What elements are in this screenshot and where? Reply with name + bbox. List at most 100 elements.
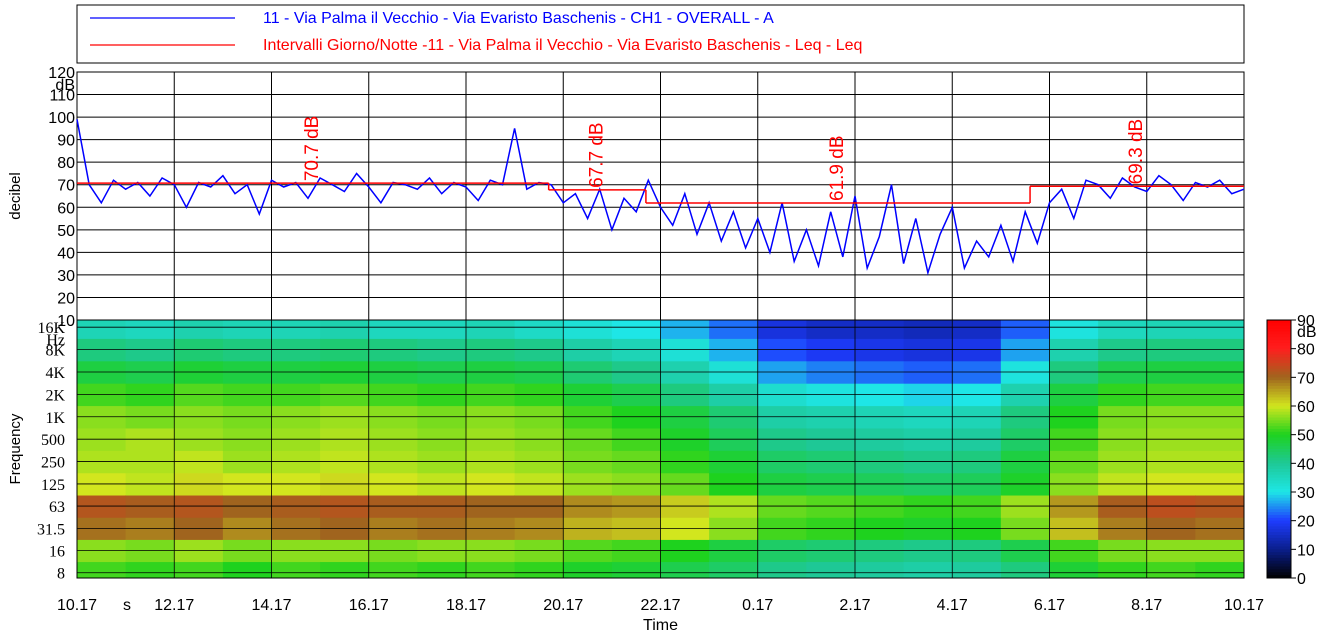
spectrogram-cell [514, 320, 564, 339]
spectrogram-cell [1146, 320, 1196, 339]
colorbar-unit: dB [1297, 324, 1317, 341]
spectrogram-cell [855, 561, 905, 579]
colorbar-step [1267, 566, 1291, 570]
colorbar-step [1267, 569, 1291, 573]
colorbar-frame [1266, 319, 1292, 579]
colorbar-step [1267, 423, 1291, 427]
spectrogram-cell [125, 561, 175, 579]
colorbar-step [1267, 420, 1291, 424]
colorbar-step [1267, 466, 1291, 470]
spectrogram-cell [222, 320, 272, 339]
colorbar-step [1267, 489, 1291, 493]
colorbar-step [1267, 454, 1291, 459]
y-tick-label: 30 [57, 268, 75, 285]
colorbar-step [1267, 340, 1291, 344]
colorbar-step [1267, 351, 1291, 355]
colorbar-step [1267, 368, 1291, 373]
legend-box [76, 4, 1245, 64]
colorbar-step [1267, 440, 1291, 444]
spectrogram-cell [77, 561, 127, 579]
colorbar-step [1267, 408, 1291, 413]
spectrogram-cell [174, 561, 224, 579]
colorbar-step [1267, 535, 1291, 539]
colorbar-step [1267, 377, 1291, 381]
spectrogram-cell [757, 320, 807, 339]
colorbar-step [1267, 537, 1291, 542]
colorbar-step [1267, 406, 1291, 410]
colorbar-step [1267, 334, 1291, 338]
y-tick-label: 40 [57, 245, 75, 262]
colorbar-label: 10 [1297, 542, 1315, 559]
x-tick-label: 16.17 [349, 597, 389, 614]
spectrogram-cell [125, 320, 175, 339]
colorbar-step [1267, 546, 1291, 550]
colorbar-step [1267, 540, 1291, 545]
colorbar-step [1267, 348, 1291, 353]
colorbar-step [1267, 322, 1291, 327]
colorbar-step [1267, 520, 1291, 525]
colorbar-label: 70 [1297, 370, 1315, 387]
y-unit: Hz [46, 332, 65, 349]
y-tick-label: 50 [57, 223, 75, 240]
colorbar-step [1267, 400, 1291, 404]
spectrogram-cell [757, 561, 807, 579]
spectrogram-cell [563, 320, 613, 339]
x-unit: s [123, 597, 131, 614]
leq-label: 70.7 dB [302, 116, 323, 182]
colorbar-step [1267, 543, 1291, 547]
colorbar-step [1267, 357, 1291, 361]
y-tick-label: 90 [57, 133, 75, 150]
colorbar-step [1267, 460, 1291, 464]
colorbar-label: 20 [1297, 514, 1315, 531]
colorbar-step [1267, 560, 1291, 565]
colorbar-label: 60 [1297, 399, 1315, 416]
colorbar-step [1267, 509, 1291, 513]
colorbar-step [1267, 526, 1291, 530]
y-unit: dB [55, 77, 75, 94]
colorbar-step [1267, 474, 1291, 479]
colorbar-step [1267, 512, 1291, 516]
y-tick-label: 16K [37, 320, 65, 337]
colorbar-step [1267, 463, 1291, 467]
spectrogram-cell [903, 320, 953, 339]
colorbar-step [1267, 557, 1291, 562]
colorbar-step [1267, 555, 1291, 559]
x-tick-label: 2.17 [839, 597, 870, 614]
spectrogram-cell [806, 320, 856, 339]
colorbar-label: 0 [1297, 571, 1306, 588]
spectrogram-cell [903, 561, 953, 579]
y-tick-label: 4K [45, 365, 65, 382]
colorbar-step [1267, 529, 1291, 533]
y-tick-label: 250 [41, 455, 65, 472]
spectrogram-cell [514, 561, 564, 579]
spectrogram-cell [1000, 320, 1050, 339]
y-tick-label: 63 [49, 499, 65, 516]
spectrogram-cell [417, 320, 467, 339]
colorbar-step [1267, 572, 1291, 576]
colorbar-step [1267, 325, 1291, 330]
y-tick-label: 20 [57, 290, 75, 307]
spectrogram-cell [855, 320, 905, 339]
y-tick-label: 100 [48, 110, 75, 127]
spectrogram-cell [806, 561, 856, 579]
colorbar-step [1267, 471, 1291, 476]
colorbar-step [1267, 434, 1291, 439]
colorbar-step [1267, 449, 1291, 453]
x-axis-title: Time [643, 617, 678, 634]
colorbar-label: 40 [1297, 456, 1315, 473]
colorbar-step [1267, 417, 1291, 421]
y-axis-title: Frequency [7, 413, 24, 484]
colorbar-step [1267, 506, 1291, 510]
spectrogram-cell [271, 561, 321, 579]
colorbar-step [1267, 414, 1291, 418]
y-tick-label: 80 [57, 155, 75, 172]
colorbar-step [1267, 563, 1291, 568]
colorbar-step [1267, 532, 1291, 536]
y-tick-label: 110 [49, 88, 75, 105]
spectrogram-cell [952, 320, 1002, 339]
y-tick-label: 2K [45, 387, 65, 404]
spectrogram-cell [611, 320, 661, 339]
colorbar-step [1267, 503, 1291, 507]
spectrogram-cell [1098, 561, 1148, 579]
